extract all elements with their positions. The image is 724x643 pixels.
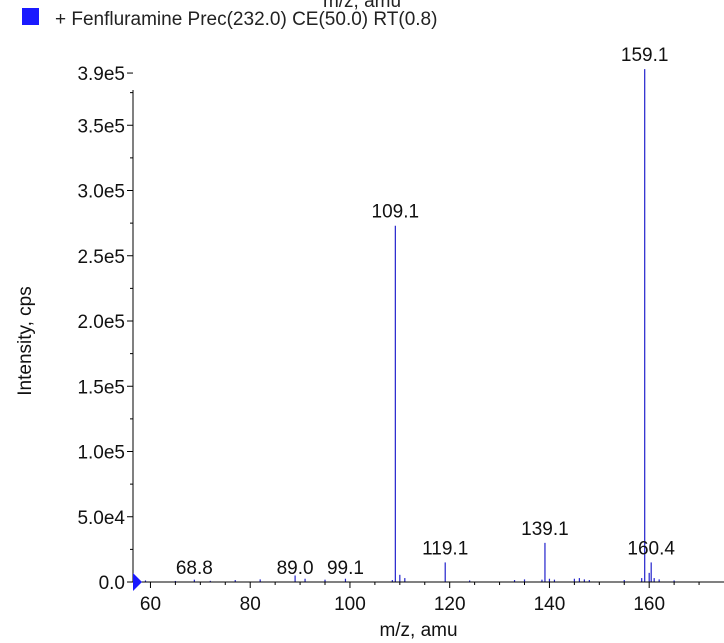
peak-label: 160.4 — [627, 538, 675, 559]
spectrum-bars — [144, 69, 675, 582]
x-tick-label: 160 — [633, 594, 665, 615]
y-tick-label: 3.9e5 — [77, 64, 125, 85]
y-tick-label: 2.5e5 — [77, 247, 125, 268]
x-tick-label: 120 — [434, 594, 466, 615]
axes — [132, 90, 724, 583]
x-axis-title: m/z, amu — [379, 620, 457, 641]
legend: + Fenfluramine Prec(232.0) CE(50.0) RT(0… — [22, 7, 438, 31]
legend-label: + Fenfluramine Prec(232.0) CE(50.0) RT(0… — [55, 9, 438, 30]
x-tick-label: 100 — [334, 594, 366, 615]
x-tick-label: 80 — [240, 594, 261, 615]
x-axis-ticks: 60 80 100 120 140 160 — [140, 582, 700, 615]
peak-label: 109.1 — [372, 202, 420, 223]
y-tick-label: 3.0e5 — [77, 182, 125, 203]
x-tick-label: 60 — [140, 594, 161, 615]
y-tick-label: 0.0 — [99, 573, 125, 594]
x-tick-label: 140 — [534, 594, 566, 615]
y-axis-title: Intensity, cps — [15, 286, 36, 395]
legend-swatch-icon — [22, 7, 39, 25]
peak-label: 99.1 — [327, 558, 364, 579]
y-tick-label: 1.5e5 — [77, 377, 125, 398]
peak-label: 139.1 — [521, 519, 569, 540]
peak-label: 89.0 — [277, 558, 314, 579]
y-axis-ticks: 0.0 5.0e4 1.0e5 1.5e5 2.0e5 2.5e5 3.0e5 3.5e5 3.… — [77, 64, 133, 594]
y-tick-label: 3.5e5 — [77, 116, 125, 137]
y-tick-label: 1.0e5 — [77, 443, 125, 464]
zero-marker-icon — [133, 573, 142, 591]
peak-label: 119.1 — [422, 538, 468, 559]
y-tick-label: 2.0e5 — [77, 312, 125, 333]
peak-label: 68.8 — [176, 558, 213, 579]
peak-label: 159.1 — [621, 45, 669, 66]
top-axis-label: m/z, amu — [322, 0, 402, 12]
y-axis-title-group: Intensity, cps — [15, 286, 36, 395]
y-tick-label: 5.0e4 — [77, 508, 125, 529]
peak-labels: 68.8 89.0 99.1 109.1 119.1 139.1 159.1 160.4 — [176, 45, 676, 579]
